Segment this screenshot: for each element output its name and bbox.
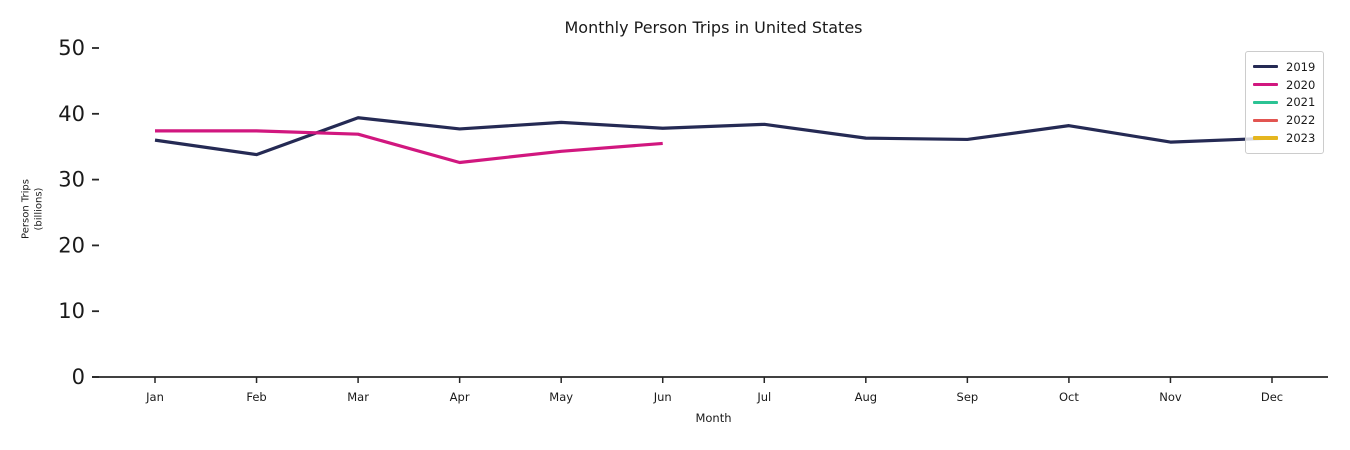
x-axis-label: Month	[695, 411, 732, 425]
legend-label-2019: 2019	[1286, 59, 1316, 74]
series-line-2019	[154, 116, 1273, 157]
series-line-2020	[155, 129, 663, 165]
x-tick-label: Nov	[1159, 390, 1182, 404]
y-tick-label: 40	[58, 102, 85, 126]
x-tick-label: Oct	[1059, 390, 1079, 404]
legend-item-2022: 2022	[1253, 111, 1315, 129]
legend-label-2022: 2022	[1286, 113, 1316, 128]
x-tick-label: Dec	[1261, 390, 1283, 404]
x-tick-label: Feb	[246, 390, 266, 404]
y-tick-label: 10	[58, 299, 85, 323]
legend-item-2020: 2020	[1253, 76, 1315, 94]
x-tick-label: Mar	[347, 390, 369, 404]
x-tick-label: Sep	[957, 390, 979, 404]
chart-title: Monthly Person Trips in United States	[564, 18, 863, 37]
y-tick-label: 20	[58, 233, 85, 257]
x-tick-label: Apr	[450, 390, 470, 404]
legend-item-2023: 2023	[1253, 129, 1315, 147]
legend-item-2021: 2021	[1253, 94, 1315, 112]
legend-label-2020: 2020	[1286, 77, 1316, 92]
legend-swatch-2021	[1253, 100, 1278, 105]
legend-swatch-2020	[1253, 83, 1278, 87]
legend-label-2021: 2021	[1286, 95, 1316, 110]
y-tick-label: 30	[58, 168, 85, 192]
legend: 2019 2020 2021 2022 2023	[1245, 51, 1325, 154]
y-tick-label: 0	[72, 365, 85, 389]
x-tick-label: Aug	[855, 390, 877, 404]
y-tick-label: 50	[58, 36, 85, 60]
x-tick-label: Jun	[653, 390, 672, 404]
legend-label-2023: 2023	[1286, 131, 1316, 146]
x-tick-label: Jul	[756, 390, 771, 404]
legend-swatch-2019	[1253, 65, 1278, 69]
x-tick-label: Jan	[145, 390, 164, 404]
legend-swatch-2022	[1253, 118, 1278, 122]
legend-item-2019: 2019	[1253, 58, 1315, 76]
legend-swatch-2023	[1253, 136, 1278, 140]
x-tick-label: May	[549, 390, 573, 404]
